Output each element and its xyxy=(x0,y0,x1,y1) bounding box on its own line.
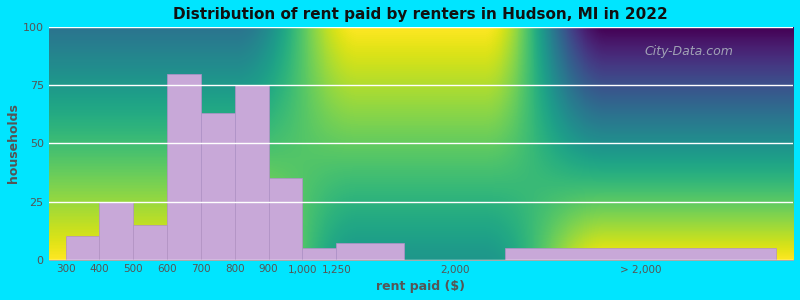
X-axis label: rent paid ($): rent paid ($) xyxy=(376,280,466,293)
Bar xyxy=(234,85,269,260)
Bar xyxy=(201,113,234,260)
Bar xyxy=(133,225,167,260)
Bar xyxy=(506,248,776,260)
Title: Distribution of rent paid by renters in Hudson, MI in 2022: Distribution of rent paid by renters in … xyxy=(174,7,668,22)
Y-axis label: households: households xyxy=(7,103,20,183)
Text: City-Data.com: City-Data.com xyxy=(644,45,733,58)
Bar xyxy=(336,243,404,260)
Bar xyxy=(66,236,99,260)
Bar xyxy=(269,178,302,260)
Bar xyxy=(167,74,201,260)
Bar xyxy=(99,202,133,260)
Bar xyxy=(302,248,336,260)
